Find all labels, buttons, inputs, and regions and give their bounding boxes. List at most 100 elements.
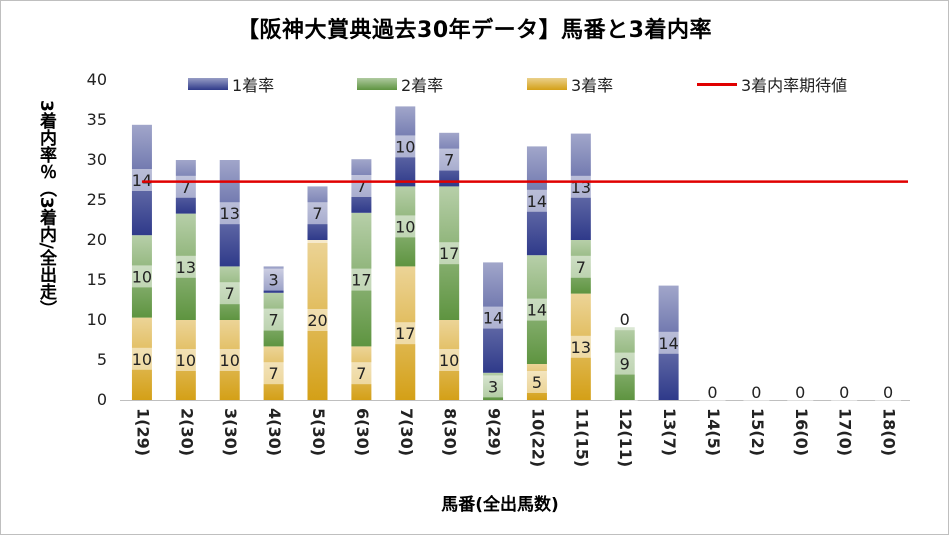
data-label-bg	[392, 135, 419, 158]
y-tick-label: 15	[87, 270, 107, 289]
data-label-bg	[875, 381, 902, 403]
data-label: 14	[527, 192, 547, 211]
y-tick-label: 10	[87, 310, 107, 329]
data-label: 7	[356, 177, 366, 196]
x-tick-label: 15(2)	[748, 408, 767, 456]
data-label: 14	[527, 301, 547, 320]
data-label: 10	[132, 267, 152, 286]
x-tick-label: 1(29)	[133, 408, 152, 456]
y-tick-label: 0	[97, 390, 107, 409]
data-label-bg	[392, 322, 419, 345]
data-label: 14	[483, 309, 503, 328]
legend-swatch-2nd	[357, 78, 397, 90]
data-label: 10	[395, 137, 415, 156]
legend-swatch-expected	[697, 82, 737, 86]
x-tick-label: 3(30)	[221, 408, 240, 456]
x-tick-label: 18(0)	[880, 408, 899, 456]
data-label-bg	[392, 215, 419, 238]
data-label: 20	[307, 311, 327, 330]
data-label-bg	[260, 362, 287, 385]
legend-label-3rd: 3着率	[571, 76, 614, 95]
data-label-bg	[787, 381, 814, 403]
y-tick-label: 30	[87, 150, 107, 169]
x-axis-label: 馬番(全出馬数)	[441, 495, 559, 515]
data-label: 17	[351, 271, 371, 290]
data-label: 13	[176, 258, 196, 277]
legend-swatch-3rd	[527, 78, 567, 90]
legend-label-2nd: 2着率	[401, 76, 444, 95]
x-tick-label: 12(11)	[616, 408, 635, 467]
data-label: 10	[176, 351, 196, 370]
data-label: 7	[225, 284, 235, 303]
x-tick-label: 16(0)	[792, 408, 811, 456]
data-label-bg	[172, 255, 199, 278]
data-label-bg	[523, 189, 550, 212]
x-tick-label: 13(7)	[660, 408, 679, 456]
data-label-bg	[348, 362, 375, 385]
data-label: 7	[356, 364, 366, 383]
data-label: 0	[707, 383, 717, 402]
y-tick-label: 40	[87, 70, 107, 89]
data-label: 5	[532, 373, 542, 392]
data-label: 0	[883, 383, 893, 402]
data-label-bg	[260, 308, 287, 331]
data-label-bg	[172, 349, 199, 371]
data-label-bg	[480, 306, 507, 329]
data-label-bg	[216, 202, 243, 225]
data-label: 0	[795, 383, 805, 402]
data-label: 0	[751, 383, 761, 402]
legend-item-1st: 1着率	[188, 74, 275, 95]
data-label: 10	[220, 351, 240, 370]
data-label-bg	[611, 352, 638, 375]
data-label: 10	[439, 351, 459, 370]
data-label: 14	[658, 334, 678, 353]
x-tick-label: 7(30)	[397, 408, 416, 456]
legend-item-expected: 3着内率期待値	[697, 74, 848, 95]
data-label-bg	[480, 375, 507, 398]
data-label-bg	[216, 282, 243, 305]
data-label: 9	[620, 355, 630, 374]
y-tick-label: 35	[87, 110, 107, 129]
data-label-bg	[260, 268, 287, 291]
data-label: 7	[269, 311, 279, 330]
y-tick-label: 5	[97, 350, 107, 369]
x-tick-label: 6(30)	[353, 408, 372, 456]
data-label-bg	[128, 169, 155, 191]
data-label: 13	[220, 204, 240, 223]
data-label-bg	[436, 148, 463, 171]
x-tick-label: 2(30)	[177, 408, 196, 456]
data-label-bg	[348, 268, 375, 291]
data-label: 7	[576, 258, 586, 277]
x-tick-label: 5(30)	[309, 408, 328, 456]
legend-item-3rd: 3着率	[527, 74, 614, 95]
y-tick-label: 25	[87, 190, 107, 209]
data-label: 0	[839, 383, 849, 402]
legend-label-1st: 1着率	[232, 76, 275, 95]
data-label-bg	[304, 202, 331, 225]
data-label: 10	[395, 217, 415, 236]
data-label: 7	[181, 178, 191, 197]
data-label: 3	[269, 271, 279, 290]
legend-label-expected: 3着内率期待値	[741, 76, 848, 95]
data-label-bg	[699, 381, 726, 403]
data-label-bg	[567, 255, 594, 278]
data-label-bg	[128, 265, 155, 288]
x-tick-label: 14(5)	[704, 408, 723, 456]
data-label-bg	[216, 349, 243, 371]
chart-title: 【阪神大賞典過去30年データ】馬番と3着内率	[237, 18, 712, 43]
legend-swatch-1st	[188, 78, 228, 90]
data-label: 7	[312, 204, 322, 223]
data-label: 0	[620, 310, 630, 329]
x-tick-label: 8(30)	[441, 408, 460, 456]
data-label-bg	[831, 381, 858, 403]
data-label-bg	[436, 349, 463, 371]
y-axis-label: 3着内率％（3着内/全出走）	[36, 100, 56, 317]
data-label: 17	[439, 244, 459, 263]
data-label-bg	[523, 371, 550, 393]
data-label: 10	[132, 350, 152, 369]
data-label-bg	[436, 242, 463, 265]
x-tick-label: 10(22)	[528, 408, 547, 467]
y-tick-label: 20	[87, 230, 107, 249]
